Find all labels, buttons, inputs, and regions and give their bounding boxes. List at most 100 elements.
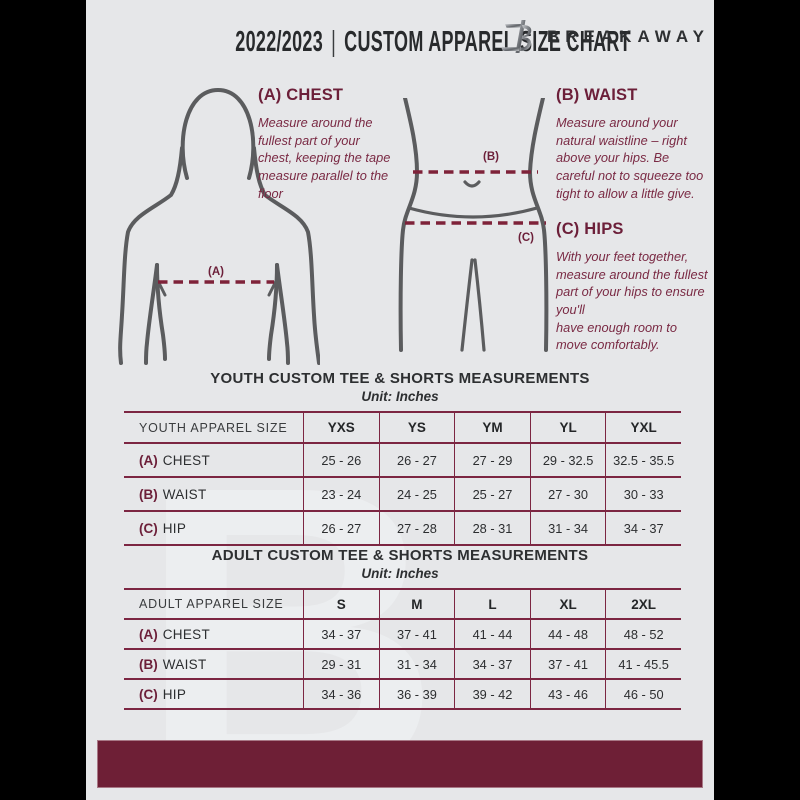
measurement-cell: 24 - 25 <box>380 478 456 510</box>
row-label: HIP <box>162 520 187 536</box>
table-header-row: YOUTH APPAREL SIZE YXS YS YM YL YXL <box>124 413 681 444</box>
measurement-cell: 34 - 36 <box>304 680 380 708</box>
table-row: (C) HIP 26 - 27 27 - 28 28 - 31 31 - 34 34 - 3… <box>124 512 681 546</box>
title-divider: | <box>331 26 337 58</box>
adult-size-table: ADULT APPAREL SIZE S M L XL 2XL (A) CHEST 34 - 3… <box>124 588 681 710</box>
size-column-header: YM <box>455 413 531 442</box>
size-column-header: L <box>455 590 531 618</box>
row-marker: (B) <box>139 486 158 502</box>
title-year: 2022/2023 <box>235 26 324 58</box>
left-body-outline <box>398 98 420 352</box>
right-leg-inner <box>473 258 486 352</box>
row-label-cell: (B) WAIST <box>124 478 304 510</box>
row-label-cell: (A) CHEST <box>124 620 304 648</box>
measurement-cell: 26 - 27 <box>304 512 380 544</box>
hips-description: With your feet together, measure around … <box>556 249 708 353</box>
measurement-cell: 34 - 37 <box>455 650 531 678</box>
measurement-cell: 37 - 41 <box>380 620 456 648</box>
youth-table-title: YOUTH CUSTOM TEE & SHORTS MEASUREMENTS <box>210 370 590 387</box>
left-leg-inner <box>460 258 474 352</box>
page-title-text: 2022/2023 | CUSTOM APPAREL SIZE CHART <box>235 26 631 59</box>
measurement-cell: 28 - 31 <box>455 512 531 544</box>
row-label: WAIST <box>162 656 207 672</box>
table-row: (B) WAIST 29 - 31 31 - 34 34 - 37 37 - 41 41 -… <box>124 650 681 680</box>
measurement-cell: 37 - 41 <box>531 650 607 678</box>
row-marker: (B) <box>139 656 158 672</box>
left-inner-arm <box>144 263 159 365</box>
torso-chest-illustration: (A) <box>118 87 320 365</box>
row-marker: (C) <box>139 520 158 536</box>
chest-marker-label: (A) <box>208 266 224 278</box>
right-inner-arm <box>275 263 290 365</box>
measurement-cell: 29 - 31 <box>304 650 380 678</box>
size-label-cell: ADULT APPAREL SIZE <box>124 590 304 618</box>
size-column-header: YL <box>531 413 607 442</box>
measurement-cell: 41 - 45.5 <box>618 656 669 672</box>
waist-description-block: (B) WAIST Measure around your natural wa… <box>556 86 708 202</box>
size-column-header: YXS <box>304 413 380 442</box>
brand-name: BREAKAWAY <box>547 27 710 46</box>
title-main: CUSTOM APPAREL SIZE CHART <box>344 26 631 58</box>
size-column-header: S <box>304 590 380 618</box>
waist-description: Measure around your natural waistline – … <box>556 115 704 201</box>
chest-description: Measure around the fullest part of your … <box>258 115 391 201</box>
hips-heading: (C) HIPS <box>556 220 624 238</box>
measurement-cell: 31 - 34 <box>531 512 607 544</box>
row-label: CHEST <box>162 626 211 642</box>
measurement-cell: 30 - 33 <box>623 486 664 502</box>
measurement-cell: 23 - 24 <box>304 478 380 510</box>
size-column-header: 2XL <box>631 596 657 612</box>
left-shoulder-arm-outline <box>118 146 184 365</box>
row-label-cell: (A) CHEST <box>124 444 304 476</box>
waist-hips-illustration: (B) (C) <box>398 98 549 352</box>
measurement-cell: 27 - 29 <box>455 444 531 476</box>
chest-heading: (A) CHEST <box>258 86 344 104</box>
measurement-cell: 27 - 30 <box>531 478 607 510</box>
measurement-cell: 26 - 27 <box>380 444 456 476</box>
measurement-cell: 41 - 44 <box>455 620 531 648</box>
size-column-header: XL <box>531 590 607 618</box>
size-chart-page: B 2022/2023 | CUSTOM APPAREL SIZE CHART BR… <box>86 0 714 800</box>
adult-table-title: ADULT CUSTOM TEE & SHORTS MEASUREMENTS <box>211 547 589 564</box>
right-shoulder-arm-outline <box>252 146 320 365</box>
chest-description-block: (A) CHEST Measure around the fullest par… <box>258 86 394 202</box>
table-header-row: ADULT APPAREL SIZE S M L XL 2XL <box>124 590 681 620</box>
waist-heading: (B) WAIST <box>556 86 638 104</box>
breakaway-logo-icon <box>501 20 532 53</box>
right-body-outline <box>527 98 549 352</box>
measurement-cell: 48 - 52 <box>623 626 664 642</box>
navel-mark <box>463 180 481 188</box>
adult-table-unit: Unit: Inches <box>361 566 439 581</box>
size-label-cell: YOUTH APPAREL SIZE <box>124 413 304 442</box>
measurement-cell: 29 - 32.5 <box>531 444 607 476</box>
row-marker: (A) <box>139 452 158 468</box>
size-column-header: YXL <box>630 420 657 435</box>
measurement-cell: 34 - 37 <box>623 520 664 536</box>
youth-table-unit: Unit: Inches <box>361 389 439 404</box>
youth-size-table: YOUTH APPAREL SIZE YXS YS YM YL YXL (A) CHEST 25… <box>124 411 681 546</box>
right-torso-side <box>267 263 279 361</box>
row-label-cell: (C) HIP <box>124 512 304 544</box>
brand-logo: BREAKAWAY <box>498 16 710 58</box>
row-label-cell: (C) HIP <box>124 680 304 708</box>
measurement-cell: 39 - 42 <box>455 680 531 708</box>
row-label-cell: (B) WAIST <box>124 650 304 678</box>
size-column-header: YS <box>380 413 456 442</box>
row-marker: (A) <box>139 626 158 642</box>
measurement-cell: 25 - 26 <box>304 444 380 476</box>
page-title: 2022/2023 | CUSTOM APPAREL SIZE CHART <box>114 26 630 59</box>
left-torso-side <box>155 263 167 361</box>
measurement-cell: 34 - 37 <box>304 620 380 648</box>
measurement-cell: 31 - 34 <box>380 650 456 678</box>
measurement-cell: 36 - 39 <box>380 680 456 708</box>
measurement-cell: 44 - 48 <box>531 620 607 648</box>
hip-curve <box>407 206 539 219</box>
brand-watermark: B <box>138 400 442 800</box>
measurement-cell: 46 - 50 <box>623 686 664 702</box>
table-row: (A) CHEST 34 - 37 37 - 41 41 - 44 44 - 48 48 -… <box>124 620 681 650</box>
row-marker: (C) <box>139 686 158 702</box>
row-label: HIP <box>162 686 187 702</box>
measurement-cell: 43 - 46 <box>531 680 607 708</box>
row-label: WAIST <box>162 486 207 502</box>
